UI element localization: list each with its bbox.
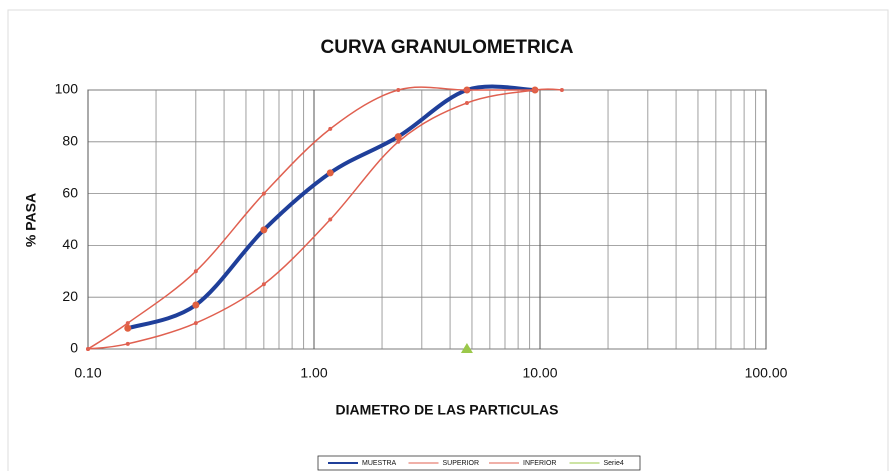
x-tick-label: 0.10 <box>74 365 101 381</box>
marker <box>125 321 130 326</box>
marker <box>464 88 469 92</box>
x-tick-label: 10.00 <box>522 365 557 381</box>
marker <box>193 269 198 274</box>
marker <box>86 347 90 351</box>
legend-box <box>317 455 641 471</box>
frame <box>7 9 889 471</box>
marker <box>124 324 132 332</box>
legend-label: INFERIOR <box>523 460 556 467</box>
marker <box>394 133 402 141</box>
marker <box>532 88 537 92</box>
x-tick-label: 100.00 <box>745 365 788 381</box>
marker <box>328 126 333 131</box>
y-tick-label: 80 <box>62 133 78 149</box>
y-axis-label: % PASA <box>23 193 39 247</box>
marker <box>261 191 266 196</box>
marker <box>464 100 469 105</box>
series-line <box>87 86 535 350</box>
legend-label: SUPERIOR <box>443 460 480 467</box>
marker <box>192 301 200 309</box>
chart-title: CURVA GRANULOMETRICA <box>321 37 574 58</box>
marker <box>396 139 401 144</box>
y-tick-label: 20 <box>62 288 78 304</box>
marker <box>125 341 130 346</box>
marker <box>326 169 334 177</box>
marker <box>559 88 564 92</box>
marker <box>328 217 333 222</box>
legend-label: Serie4 <box>604 460 624 467</box>
y-tick-label: 100 <box>55 81 79 97</box>
marker <box>261 282 266 287</box>
y-tick-label: 0 <box>70 340 78 356</box>
legend-label: MUESTRA <box>362 460 397 467</box>
x-axis-label: DIAMETRO DE LAS PARTICULAS <box>336 402 559 418</box>
y-tick-label: 60 <box>62 184 78 200</box>
marker <box>396 88 401 92</box>
marker <box>260 226 268 234</box>
y-tick-label: 40 <box>62 236 78 252</box>
marker <box>460 343 473 353</box>
x-tick-label: 1.00 <box>300 365 327 381</box>
marker <box>193 321 198 326</box>
